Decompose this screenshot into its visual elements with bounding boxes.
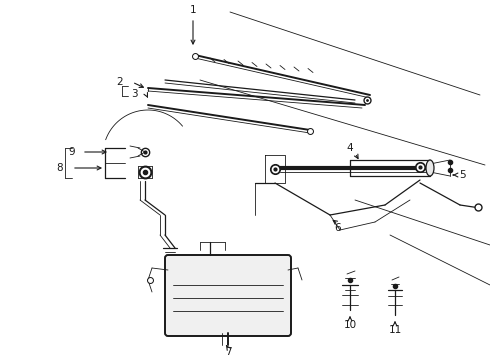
Text: 8: 8 (57, 163, 63, 173)
Text: 10: 10 (343, 320, 357, 330)
Text: 2: 2 (117, 77, 123, 87)
Text: 5: 5 (459, 170, 466, 180)
Ellipse shape (426, 160, 434, 176)
Text: 11: 11 (389, 325, 402, 335)
Text: 7: 7 (225, 347, 231, 357)
FancyBboxPatch shape (165, 255, 291, 336)
Text: 1: 1 (190, 5, 196, 15)
Text: 4: 4 (347, 143, 353, 153)
Text: 3: 3 (131, 89, 137, 99)
Text: 9: 9 (69, 147, 75, 157)
Text: 6: 6 (335, 223, 342, 233)
